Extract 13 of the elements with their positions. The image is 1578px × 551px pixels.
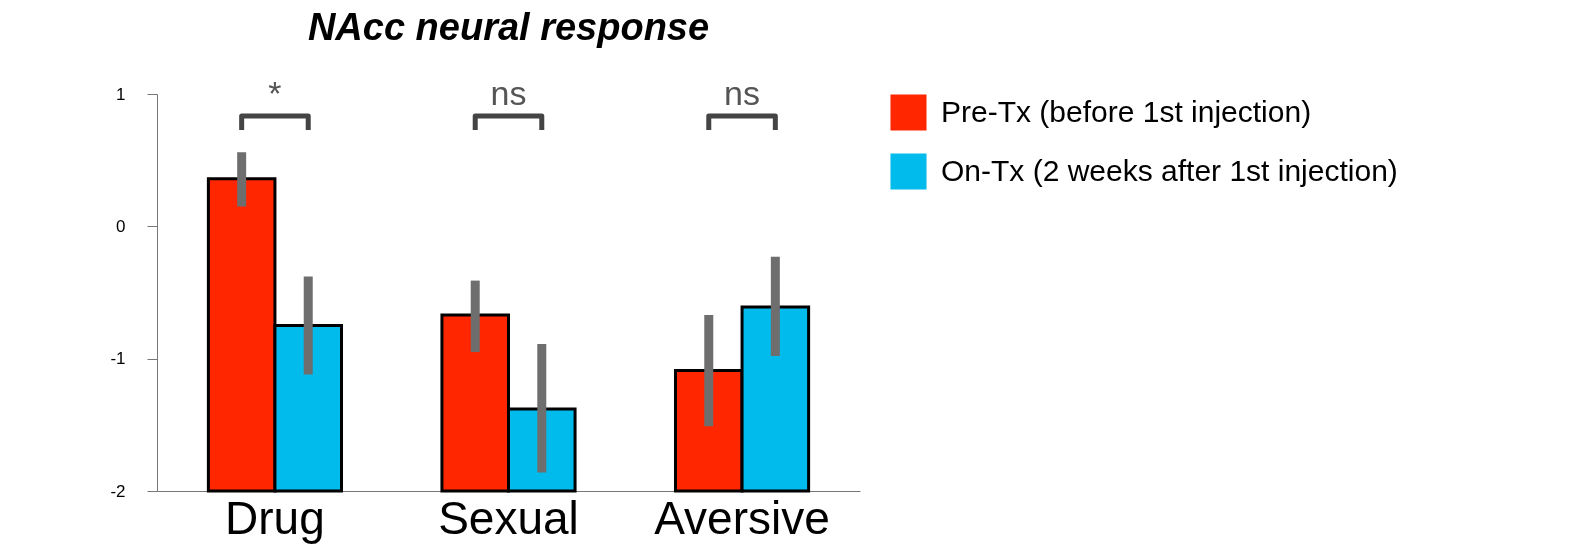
y-tick-label: 1: [116, 84, 126, 104]
legend-label: On-Tx (2 weeks after 1st injection): [941, 153, 1398, 187]
x-tick-label: Aversive: [654, 491, 830, 544]
annotation: ns: [490, 73, 527, 112]
y-tick-label: 0: [116, 216, 126, 236]
x-tick-label: Drug: [225, 491, 325, 544]
legend-label: Pre-Tx (before 1st injection): [941, 94, 1312, 128]
y-tick-label: -2: [110, 481, 126, 501]
annotation: ns: [724, 73, 761, 112]
y-tick-label: -1: [110, 349, 126, 369]
x-tick-label: Sexual: [438, 491, 579, 544]
chart-title: NAcc neural response: [307, 5, 710, 48]
annotation: *: [268, 73, 282, 112]
